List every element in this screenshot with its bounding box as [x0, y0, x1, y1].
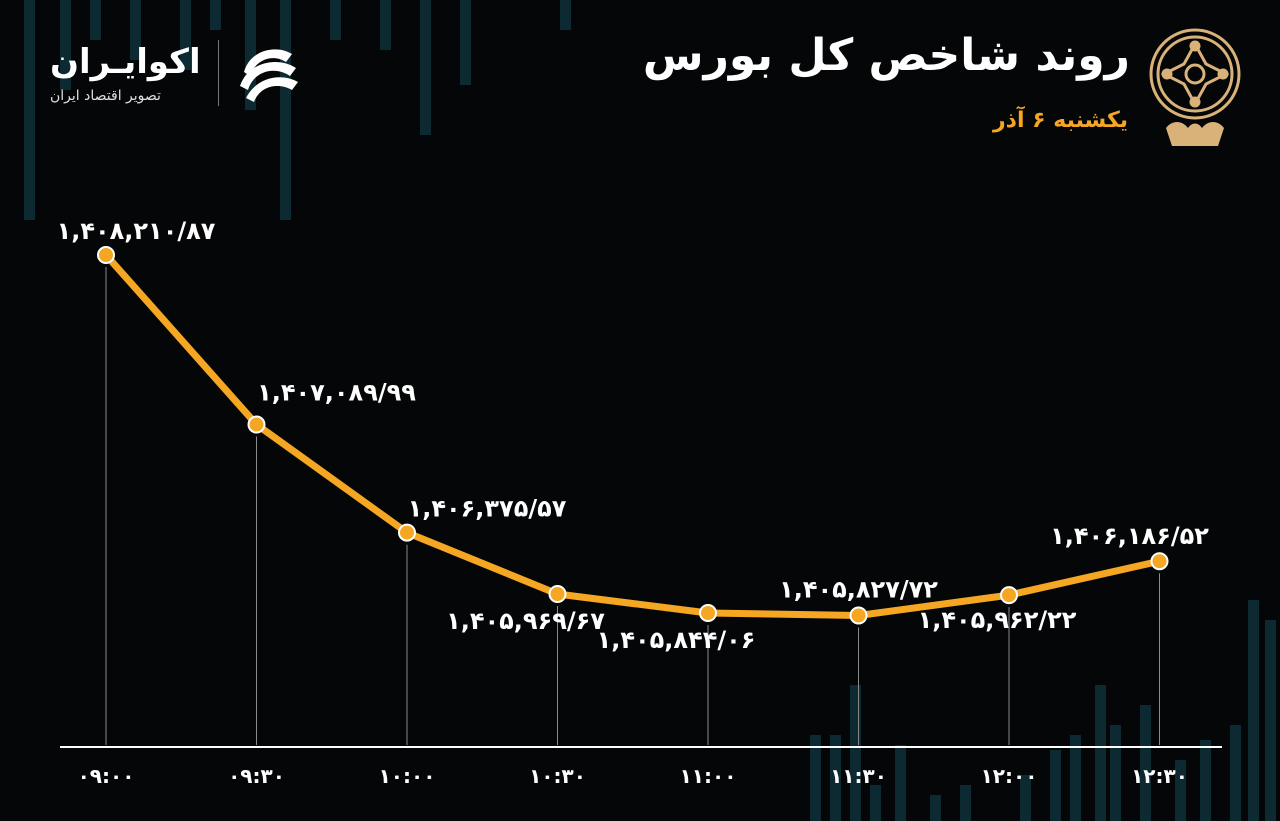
decor-bar [810, 735, 821, 821]
decor-bar [895, 745, 906, 821]
background-bars-decoration [24, 0, 1276, 821]
decor-bar [1175, 760, 1186, 821]
decor-bar [850, 685, 861, 821]
x-tick-label: ۱۲:۳۰ [1131, 764, 1188, 788]
data-point-marker [398, 523, 416, 542]
x-tick-label: ۱۰:۳۰ [529, 764, 586, 788]
decor-bar [960, 785, 971, 821]
data-point-marker [548, 585, 567, 604]
value-label: ۱,۴۰۵,۸۲۷/۷۲ [779, 575, 938, 603]
decor-bar [210, 0, 221, 30]
drop-lines [105, 267, 1160, 745]
brand-name: اکوایـران [50, 42, 201, 82]
decor-bar [930, 795, 941, 821]
x-tick-labels: ۰۹:۰۰ ۰۹:۳۰ ۱۰:۰۰ ۱۰:۳۰ ۱۱:۰۰ ۱۱:۳۰ ۱۲:۰۰ ۱۲:۳۰ [78, 764, 1188, 788]
brand-divider [218, 40, 219, 106]
value-label: ۱,۴۰۶,۱۸۶/۵۲ [1050, 522, 1209, 550]
stock-exchange-seal-icon [1149, 28, 1241, 146]
decor-bar [560, 0, 571, 30]
value-label: ۱,۴۰۷,۰۸۹/۹۹ [257, 379, 416, 407]
index-series-line [102, 251, 1163, 619]
data-point-marker [1150, 552, 1169, 571]
decor-bar [460, 0, 471, 85]
data-point-marker [1000, 586, 1018, 605]
decor-bar [1050, 750, 1061, 821]
decor-bar [1020, 775, 1031, 821]
x-tick-label: ۱۲:۰۰ [981, 764, 1038, 788]
decor-bar [1230, 725, 1241, 821]
decor-bar [1265, 620, 1276, 821]
decor-bar [60, 0, 71, 90]
decor-bar [24, 0, 35, 220]
x-tick-label: ۰۹:۳۰ [228, 764, 285, 788]
decor-bar [1110, 725, 1121, 821]
decor-bar [380, 0, 391, 50]
decor-bar [280, 0, 291, 220]
chart-subtitle-date: یکشنبه ۶ آذر [993, 108, 1128, 133]
value-label: ۱,۴۰۶,۳۷۵/۵۷ [408, 495, 567, 523]
data-point-marker [699, 604, 717, 622]
decor-bar [1070, 735, 1081, 821]
decor-bar [330, 0, 341, 40]
value-label: ۱,۴۰۵,۹۶۹/۶۷ [446, 607, 605, 635]
decor-bar [1095, 685, 1106, 821]
value-label: ۱,۴۰۵,۹۶۲/۲۲ [918, 606, 1077, 634]
data-point-marker [97, 246, 115, 264]
x-tick-label: ۰۹:۰۰ [78, 764, 135, 788]
decor-bar [245, 0, 256, 110]
x-tick-label: ۱۱:۰۰ [680, 764, 737, 788]
x-tick-label: ۱۰:۰۰ [379, 764, 436, 788]
decor-bar [1248, 600, 1259, 821]
decor-bar [420, 0, 431, 135]
data-point-markers [97, 246, 1169, 625]
decor-bar [1200, 740, 1211, 821]
value-labels: ۱,۴۰۸,۲۱۰/۸۷ ۱,۴۰۷,۰۸۹/۹۹ ۱,۴۰۶,۳۷۵/۵۷ ۱,۴۰… [57, 217, 1210, 654]
decor-bar [870, 785, 881, 821]
data-point-marker [247, 415, 266, 434]
data-point-marker [849, 606, 868, 625]
decor-bar [1140, 705, 1151, 821]
chart-title: روند شاخص کل بورس [642, 30, 1130, 81]
x-tick-label: ۱۱:۳۰ [830, 764, 887, 788]
decor-bar [830, 735, 841, 821]
decor-bar [90, 0, 101, 40]
decor-bar [130, 0, 141, 60]
value-label: ۱,۴۰۵,۸۴۴/۰۶ [597, 626, 756, 654]
decor-bar [180, 0, 191, 70]
brand-tagline: تصویر اقتصاد ایران [50, 88, 161, 104]
ecoiran-logo-icon [240, 49, 298, 102]
value-label: ۱,۴۰۸,۲۱۰/۸۷ [57, 217, 216, 245]
